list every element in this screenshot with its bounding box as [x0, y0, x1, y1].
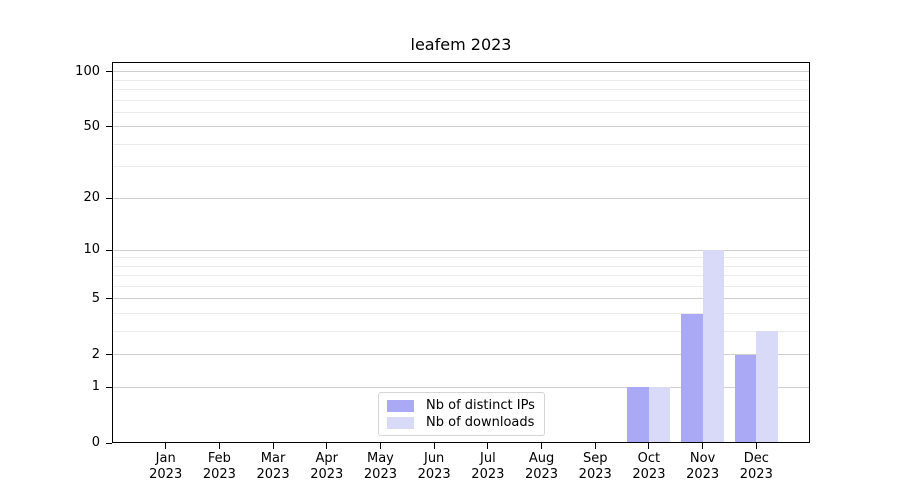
y-tick-1 — [106, 386, 112, 388]
bar-nov-downloads — [702, 250, 725, 443]
bar-nov-distinct-ips — [681, 313, 703, 443]
bar-oct-downloads — [648, 387, 671, 443]
gridline-y-7 — [112, 275, 810, 277]
legend-label-distinct-ips: Nb of distinct IPs — [426, 398, 535, 413]
legend-item-downloads: Nb of downloads — [387, 414, 535, 431]
x-tick-label-mar: Mar 2023 — [256, 451, 290, 482]
legend-label-downloads: Nb of downloads — [426, 415, 535, 430]
y-tick-100 — [106, 71, 112, 73]
y-tick-label-20: 20 — [83, 190, 100, 206]
x-tick-jan — [165, 443, 167, 449]
gridline-y-90 — [112, 79, 810, 81]
downloads-swatch — [387, 416, 414, 429]
x-tick-label-apr: Apr 2023 — [310, 451, 344, 482]
x-tick-jun — [433, 443, 435, 449]
x-tick-oct — [648, 443, 650, 449]
x-tick-may — [379, 443, 381, 449]
y-tick-label-50: 50 — [83, 118, 100, 134]
x-tick-label-dec: Dec 2023 — [739, 451, 773, 482]
gridline-y-40 — [112, 143, 810, 145]
gridline-y-2 — [112, 354, 810, 356]
gridline-y-50 — [112, 126, 810, 128]
gridline-y-10 — [112, 249, 810, 251]
gridline-y-20 — [112, 197, 810, 199]
gridline-y-30 — [112, 166, 810, 168]
x-tick-aug — [541, 443, 543, 449]
x-tick-label-jan: Jan 2023 — [149, 451, 183, 482]
x-tick-label-jun: Jun 2023 — [417, 451, 451, 482]
gridline-y-80 — [112, 88, 810, 90]
y-tick-20 — [106, 197, 112, 199]
gridline-y-3 — [112, 330, 810, 332]
x-tick-label-may: May 2023 — [363, 451, 397, 482]
x-tick-label-sep: Sep 2023 — [578, 451, 612, 482]
x-tick-label-jul: Jul 2023 — [471, 451, 505, 482]
y-tick-label-0: 0 — [91, 435, 100, 450]
x-tick-sep — [594, 443, 596, 449]
x-tick-label-nov: Nov 2023 — [686, 451, 720, 482]
distinct-ips-swatch — [387, 399, 414, 412]
plot-area: Nb of distinct IPs Nb of downloads — [112, 62, 810, 443]
chart-title: leafem 2023 — [410, 35, 512, 54]
gridline-y-5 — [112, 298, 810, 300]
gridline-y-70 — [112, 99, 810, 101]
gridline-y-100 — [112, 71, 810, 73]
x-tick-apr — [326, 443, 328, 449]
x-tick-feb — [218, 443, 220, 449]
bar-oct-distinct-ips — [627, 387, 649, 443]
legend-item-distinct-ips: Nb of distinct IPs — [387, 397, 535, 414]
gridline-y-8 — [112, 265, 810, 267]
bar-dec-downloads — [756, 331, 778, 443]
y-tick-label-10: 10 — [83, 242, 100, 258]
gridline-y-6 — [112, 285, 810, 287]
gridline-y-9 — [112, 257, 810, 259]
x-tick-dec — [755, 443, 757, 449]
bar-dec-distinct-ips — [734, 354, 757, 443]
y-tick-10 — [106, 249, 112, 251]
x-tick-jul — [487, 443, 489, 449]
y-tick-label-100: 100 — [75, 63, 100, 79]
x-tick-label-oct: Oct 2023 — [632, 451, 666, 482]
x-tick-mar — [272, 443, 274, 449]
y-tick-50 — [106, 126, 112, 128]
gridline-y-4 — [112, 313, 810, 315]
y-tick-2 — [106, 354, 112, 356]
x-tick-label-feb: Feb 2023 — [202, 451, 236, 482]
y-tick-label-1: 1 — [91, 379, 100, 395]
x-tick-label-aug: Aug 2023 — [524, 451, 559, 482]
y-tick-label-5: 5 — [91, 290, 100, 306]
y-tick-label-2: 2 — [91, 346, 100, 362]
y-tick-0 — [106, 442, 112, 444]
x-tick-nov — [702, 443, 704, 449]
y-tick-5 — [106, 298, 112, 300]
legend: Nb of distinct IPs Nb of downloads — [378, 392, 545, 436]
gridline-y-60 — [112, 111, 810, 113]
gridline-y-1 — [112, 386, 810, 388]
